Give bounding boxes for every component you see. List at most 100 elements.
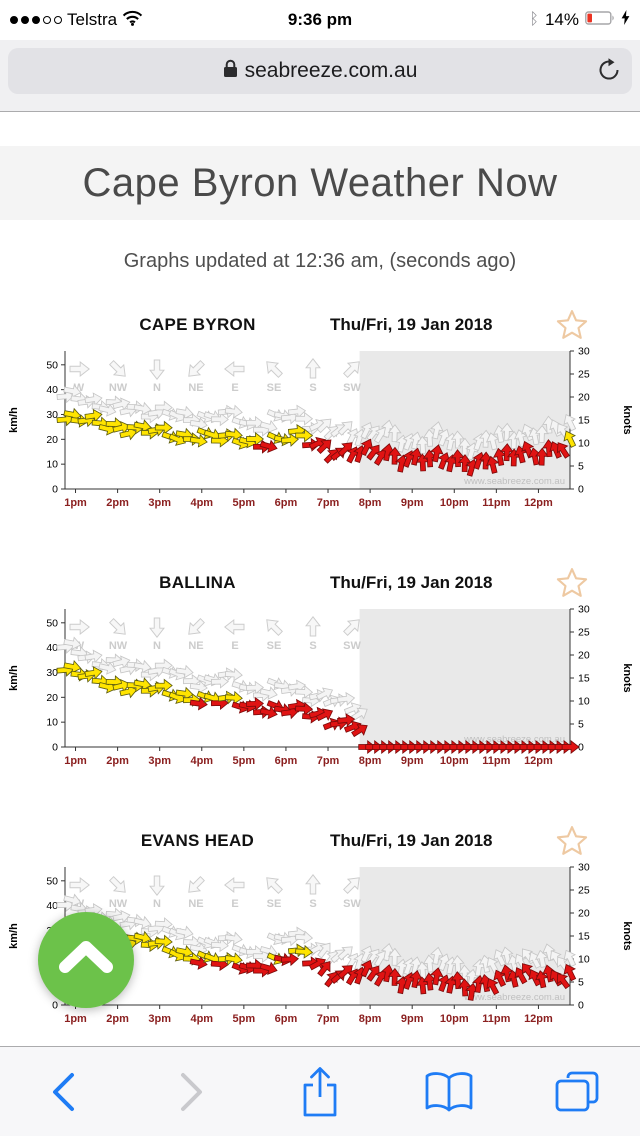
charging-bolt-icon — [621, 10, 630, 30]
battery-icon — [585, 10, 615, 30]
svg-text:30: 30 — [46, 409, 58, 421]
signal-dots-icon — [10, 16, 62, 24]
svg-text:9pm: 9pm — [401, 1013, 424, 1025]
chart-header: BALLINA Thu/Fri, 19 Jan 2018 — [0, 568, 640, 601]
svg-text:20: 20 — [578, 908, 590, 920]
svg-text:www.seabreeze.com.au: www.seabreeze.com.au — [463, 476, 565, 487]
svg-text:7pm: 7pm — [317, 497, 340, 509]
svg-text:NW: NW — [109, 640, 128, 652]
back-button[interactable] — [28, 1057, 98, 1127]
url-text: seabreeze.com.au — [244, 59, 418, 82]
chart-header: CAPE BYRON Thu/Fri, 19 Jan 2018 — [0, 310, 640, 343]
chart-block-cape-byron: CAPE BYRON Thu/Fri, 19 Jan 2018 0 10 20 30 4… — [0, 310, 640, 521]
svg-text:40: 40 — [46, 642, 58, 654]
favorite-star-icon[interactable] — [556, 309, 588, 346]
svg-text:SE: SE — [267, 382, 282, 394]
svg-text:9pm: 9pm — [401, 755, 424, 767]
svg-text:8pm: 8pm — [359, 755, 382, 767]
svg-text:NE: NE — [188, 898, 203, 910]
svg-text:0: 0 — [52, 484, 58, 496]
share-button[interactable] — [285, 1057, 355, 1127]
svg-text:12pm: 12pm — [524, 755, 553, 767]
svg-text:N: N — [153, 640, 161, 652]
svg-text:NW: NW — [109, 382, 128, 394]
svg-text:10: 10 — [578, 696, 590, 708]
svg-text:5pm: 5pm — [233, 497, 256, 509]
svg-text:15: 15 — [578, 415, 590, 427]
url-bar: seabreeze.com.au — [0, 40, 640, 112]
svg-text:5pm: 5pm — [233, 755, 256, 767]
svg-text:10: 10 — [578, 438, 590, 450]
svg-text:4pm: 4pm — [190, 755, 213, 767]
battery-percent-label: 14% — [544, 10, 579, 29]
svg-text:0: 0 — [578, 484, 584, 496]
svg-text:SW: SW — [343, 382, 361, 394]
svg-text:10: 10 — [46, 717, 58, 729]
svg-text:S: S — [309, 898, 316, 910]
address-field[interactable]: seabreeze.com.au — [8, 48, 632, 94]
svg-text:NE: NE — [188, 640, 203, 652]
scroll-top-button[interactable] — [38, 912, 134, 1008]
chart-header: EVANS HEAD Thu/Fri, 19 Jan 2018 — [0, 826, 640, 859]
svg-text:12pm: 12pm — [524, 1013, 553, 1025]
svg-text:25: 25 — [578, 627, 590, 639]
wind-chart-svg: 01020304050km/h051015202530knots1pm2pm3p… — [8, 862, 633, 1026]
svg-text:7pm: 7pm — [317, 1013, 340, 1025]
svg-text:km/h: km/h — [8, 407, 20, 433]
svg-text:www.seabreeze.com.au: www.seabreeze.com.au — [463, 734, 565, 745]
svg-text:NW: NW — [109, 898, 128, 910]
svg-text:W: W — [74, 382, 85, 394]
svg-text:SW: SW — [343, 898, 361, 910]
bookmarks-button[interactable] — [414, 1057, 484, 1127]
svg-text:2pm: 2pm — [106, 1013, 129, 1025]
svg-text:20: 20 — [46, 434, 58, 446]
svg-text:25: 25 — [578, 885, 590, 897]
svg-text:3pm: 3pm — [148, 497, 171, 509]
date-label: Thu/Fri, 19 Jan 2018 — [330, 831, 493, 850]
svg-text:11pm: 11pm — [482, 1013, 510, 1025]
svg-text:SW: SW — [343, 640, 361, 652]
lock-icon — [223, 59, 238, 83]
svg-text:8pm: 8pm — [359, 497, 382, 509]
svg-text:50: 50 — [46, 617, 58, 629]
svg-text:6pm: 6pm — [275, 755, 298, 767]
station-label: BALLINA — [159, 573, 236, 592]
svg-text:10pm: 10pm — [440, 755, 469, 767]
svg-text:30: 30 — [46, 667, 58, 679]
svg-text:2pm: 2pm — [106, 755, 129, 767]
svg-text:40: 40 — [46, 384, 58, 396]
svg-text:NE: NE — [188, 382, 203, 394]
chart-block-ballina: BALLINA Thu/Fri, 19 Jan 2018 0 10 20 30 40 50… — [0, 568, 640, 779]
forward-button[interactable] — [157, 1057, 227, 1127]
page-content: Cape Byron Weather Now Graphs updated at… — [0, 146, 640, 1037]
favorite-star-icon[interactable] — [556, 825, 588, 862]
svg-text:50: 50 — [46, 875, 58, 887]
svg-text:S: S — [309, 382, 316, 394]
svg-text:5: 5 — [578, 461, 584, 473]
svg-text:knots: knots — [621, 405, 633, 434]
svg-text:30: 30 — [578, 346, 590, 358]
tabs-button[interactable] — [542, 1057, 612, 1127]
date-label: Thu/Fri, 19 Jan 2018 — [330, 573, 493, 592]
svg-text:5: 5 — [578, 719, 584, 731]
svg-text:0: 0 — [578, 742, 584, 754]
svg-text:SE: SE — [267, 898, 282, 910]
svg-text:6pm: 6pm — [275, 1013, 298, 1025]
svg-text:3pm: 3pm — [148, 1013, 171, 1025]
svg-text:knots: knots — [621, 921, 633, 950]
refresh-button[interactable] — [596, 55, 622, 90]
favorite-star-icon[interactable] — [556, 567, 588, 604]
svg-text:10: 10 — [578, 954, 590, 966]
status-bar: Telstra 9:36 pm ᛒ 14% — [0, 0, 640, 40]
svg-text:E: E — [231, 898, 238, 910]
svg-text:8pm: 8pm — [359, 1013, 382, 1025]
svg-text:25: 25 — [578, 369, 590, 381]
svg-text:SE: SE — [267, 640, 282, 652]
svg-text:S: S — [309, 640, 316, 652]
svg-text:5pm: 5pm — [233, 1013, 256, 1025]
svg-text:12pm: 12pm — [524, 497, 553, 509]
svg-text:1pm: 1pm — [64, 755, 87, 767]
svg-text:6pm: 6pm — [275, 497, 298, 509]
page-title: Cape Byron Weather Now — [82, 160, 558, 205]
